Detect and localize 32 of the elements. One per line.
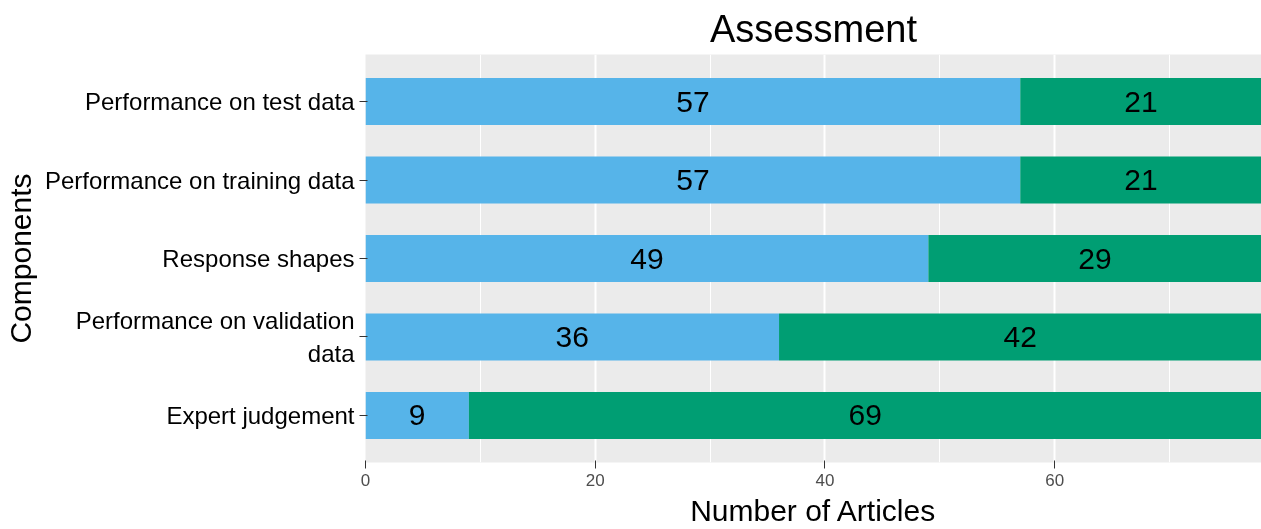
y-tick-label: Performance on training data bbox=[44, 166, 356, 194]
bar bbox=[1020, 78, 1261, 126]
bar bbox=[468, 391, 1261, 439]
bar bbox=[365, 234, 929, 283]
bar bbox=[779, 313, 1261, 361]
y-tick-label: Performance on validation data bbox=[75, 307, 356, 367]
bar bbox=[1020, 156, 1261, 204]
bar bbox=[365, 313, 780, 361]
x-axis-title: Number of Articles bbox=[690, 493, 936, 527]
data-label: 29 bbox=[1078, 241, 1112, 275]
y-axis-title: Components bbox=[3, 173, 37, 344]
data-label: 21 bbox=[1124, 163, 1158, 197]
x-tick-label: 20 bbox=[585, 470, 605, 490]
x-tick-label: 0 bbox=[360, 470, 371, 490]
y-tick-label: Response shapes bbox=[162, 245, 355, 272]
data-label: 9 bbox=[408, 398, 426, 432]
bar bbox=[928, 234, 1261, 283]
x-tick-label: 40 bbox=[815, 470, 835, 490]
data-label: 49 bbox=[630, 241, 664, 275]
data-label: 69 bbox=[848, 398, 882, 432]
x-tick-label: 60 bbox=[1045, 470, 1065, 490]
bar bbox=[365, 391, 469, 439]
chart-title: Assessment bbox=[710, 7, 918, 50]
data-label: 36 bbox=[555, 319, 589, 353]
bar bbox=[365, 78, 1021, 126]
data-label: 57 bbox=[676, 163, 710, 197]
data-label: 57 bbox=[676, 84, 710, 118]
data-label: 21 bbox=[1124, 84, 1158, 118]
y-tick-label: Performance on test data bbox=[85, 88, 356, 116]
bar bbox=[365, 156, 1021, 204]
data-label: 42 bbox=[1003, 319, 1037, 353]
y-tick-label: Expert judgement bbox=[166, 401, 355, 429]
